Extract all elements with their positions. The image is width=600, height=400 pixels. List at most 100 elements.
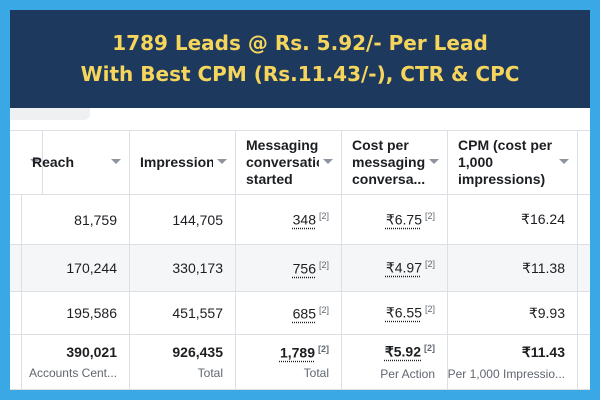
value: 348 xyxy=(292,211,316,228)
sub-label: Total xyxy=(197,366,223,380)
cell-value: ₹9.93 xyxy=(529,305,565,322)
column-title: Messaging conversations started xyxy=(246,137,319,187)
column-header[interactable]: CPM (cost per 1,000 impressions) xyxy=(448,130,578,195)
sort-caret[interactable] xyxy=(30,159,40,164)
toolbar xyxy=(10,108,90,120)
note: [2] xyxy=(424,343,435,354)
value: ₹6.55 xyxy=(385,304,422,321)
value: ₹5.92 xyxy=(384,343,421,360)
sort-caret[interactable] xyxy=(111,159,121,164)
note: [2] xyxy=(318,211,329,222)
note: [2] xyxy=(318,343,329,354)
note: [2] xyxy=(424,259,435,270)
cell-value: 926,435 xyxy=(172,344,223,360)
banner-line: 1789 Leads @ Rs. 5.92/- Per Lead xyxy=(112,31,488,55)
table-cell: ₹16.24 xyxy=(448,195,578,245)
cell-value: 756 [2] xyxy=(293,260,329,277)
sub-label: Accounts Cent... xyxy=(28,366,117,380)
sort-caret[interactable] xyxy=(559,159,569,164)
cell xyxy=(578,195,590,245)
value: ₹16.24 xyxy=(521,211,565,227)
cell-value: 195,586 xyxy=(66,305,117,321)
cell-value: ₹5.92 [2] xyxy=(385,343,435,361)
note: [2] xyxy=(424,210,435,221)
table-cell: 348 [2] xyxy=(236,195,342,245)
cell-value: ₹6.55 [2] xyxy=(386,304,435,322)
value: 685 xyxy=(292,305,316,322)
value: ₹11.38 xyxy=(522,259,565,276)
cell-value: 390,021 xyxy=(66,344,117,360)
table-cell: ₹6.55 [2] xyxy=(342,292,448,335)
cell-value: ₹11.38 xyxy=(522,260,565,277)
value: ₹9.93 xyxy=(528,304,565,321)
value: 756 xyxy=(292,260,316,277)
cell-value: 330,173 xyxy=(172,260,223,276)
column-title: Impressions xyxy=(140,154,213,170)
cell xyxy=(10,245,22,292)
sort-caret[interactable] xyxy=(429,159,439,164)
column-header[interactable]: Impressions xyxy=(130,130,236,195)
note: [2] xyxy=(318,304,329,315)
value: 1,789 xyxy=(279,344,315,361)
total-cell: 390,021 Accounts Cent... xyxy=(22,335,130,390)
sub-label: Per 1,000 Impressio... xyxy=(448,366,565,381)
cell-value: 348 [2] xyxy=(293,211,329,228)
cell xyxy=(578,335,590,390)
column-header[interactable]: Messaging conversations started xyxy=(236,130,342,195)
column-title: CPM (cost per 1,000 impressions) xyxy=(458,137,553,187)
table-cell: 195,586 xyxy=(22,292,130,335)
table-cell: 170,244 xyxy=(22,245,130,292)
column-title: Reach xyxy=(32,154,75,170)
sort-caret[interactable] xyxy=(323,159,333,164)
column-header[interactable]: Reach xyxy=(22,130,130,195)
cell-value: 170,244 xyxy=(66,260,117,276)
cell-value: 685 [2] xyxy=(293,305,329,322)
cell xyxy=(578,292,590,335)
cell-value: ₹16.24 xyxy=(521,211,565,228)
cell-value: 81,759 xyxy=(74,212,117,228)
note: [2] xyxy=(424,304,435,315)
table-cell: ₹6.75 [2] xyxy=(342,195,448,245)
value: 170,244 xyxy=(66,260,117,276)
value: 330,173 xyxy=(172,260,223,276)
value: ₹4.97 xyxy=(385,259,422,276)
sub-label: Total xyxy=(303,366,329,381)
value: 926,435 xyxy=(172,344,223,360)
cell-value: ₹4.97 [2] xyxy=(386,259,435,277)
banner-line: With Best CPM (Rs.11.43/-), CTR & CPC xyxy=(80,62,520,86)
table-cell: ₹9.93 xyxy=(448,292,578,335)
header-cell xyxy=(578,130,590,195)
cell xyxy=(10,292,22,335)
cell-value: 144,705 xyxy=(172,212,223,228)
banner: 1789 Leads @ Rs. 5.92/- Per Lead With Be… xyxy=(10,10,590,108)
data-table: Reach Impressions Messaging conversations … xyxy=(10,108,590,390)
table-cell: 451,557 xyxy=(130,292,236,335)
table-cell: ₹4.97 [2] xyxy=(342,245,448,292)
table-cell: 756 [2] xyxy=(236,245,342,292)
table-cell: 144,705 xyxy=(130,195,236,245)
total-cell: 1,789 [2] Total xyxy=(236,335,342,390)
column-header[interactable]: Cost per messaging conversa... xyxy=(342,130,448,195)
total-cell: 926,435 Total xyxy=(130,335,236,390)
value: 390,021 xyxy=(66,344,117,360)
sort-caret[interactable] xyxy=(217,159,227,164)
table-cell: 81,759 xyxy=(22,195,130,245)
column-title: Cost per messaging conversa... xyxy=(352,137,425,187)
cell-value: ₹6.75 [2] xyxy=(386,211,435,229)
table-cell: ₹11.38 xyxy=(448,245,578,292)
value: 451,557 xyxy=(172,305,223,321)
cell xyxy=(10,195,22,245)
sub-label: Per Action xyxy=(380,366,435,381)
note: [2] xyxy=(318,259,329,270)
value: ₹11.43 xyxy=(521,343,565,360)
cell-value: 451,557 xyxy=(172,305,223,321)
total-cell: ₹11.43 Per 1,000 Impressio... xyxy=(448,335,578,390)
total-cell: ₹5.92 [2] Per Action xyxy=(342,335,448,390)
cell-value: ₹11.43 xyxy=(522,344,565,361)
table-cell: 685 [2] xyxy=(236,292,342,335)
table-cell: 330,173 xyxy=(130,245,236,292)
cell xyxy=(578,245,590,292)
value: 195,586 xyxy=(66,305,117,321)
cell xyxy=(10,335,22,390)
